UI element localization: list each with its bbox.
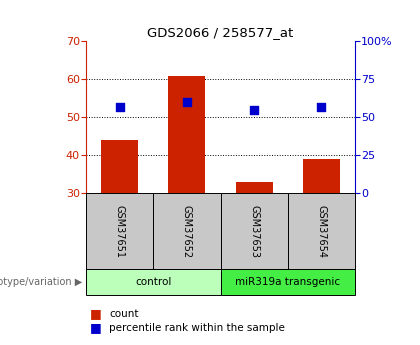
Text: ■: ■ — [90, 321, 102, 334]
Bar — [168, 76, 205, 193]
Point — [318, 104, 325, 109]
Point — [116, 104, 123, 109]
Point — [251, 107, 257, 112]
Point — [184, 99, 190, 105]
Text: ■: ■ — [90, 307, 102, 321]
Text: GSM37654: GSM37654 — [316, 205, 326, 258]
Bar — [236, 182, 273, 193]
Text: percentile rank within the sample: percentile rank within the sample — [109, 323, 285, 333]
Bar — [303, 159, 340, 193]
Text: genotype/variation ▶: genotype/variation ▶ — [0, 277, 82, 287]
Title: GDS2066 / 258577_at: GDS2066 / 258577_at — [147, 26, 294, 39]
Text: GSM37652: GSM37652 — [182, 205, 192, 258]
Text: GSM37651: GSM37651 — [115, 205, 125, 258]
Text: GSM37653: GSM37653 — [249, 205, 259, 258]
Text: miR319a transgenic: miR319a transgenic — [235, 277, 340, 287]
Text: control: control — [135, 277, 171, 287]
Text: count: count — [109, 309, 139, 319]
Bar — [101, 140, 138, 193]
